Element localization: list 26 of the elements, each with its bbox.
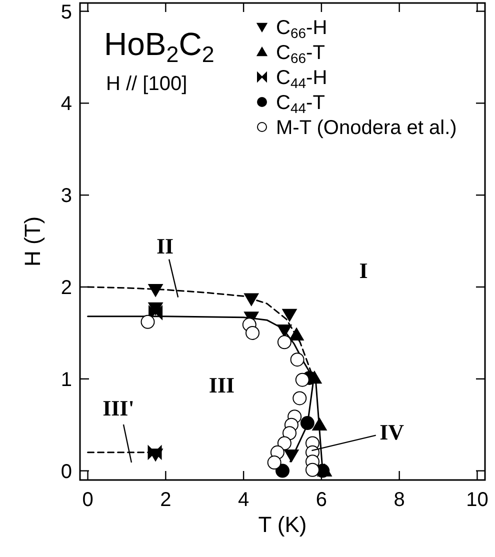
legend-label: C$_{66}$-H [276, 17, 328, 42]
x-axis-title: T (K) [258, 512, 307, 537]
legend-label: C$_{44}$-T [276, 92, 325, 116]
y-tick-label: 5 [60, 1, 72, 24]
x-tick-label: 2 [160, 489, 172, 511]
annotation: II [156, 233, 174, 258]
annotation: IV [380, 419, 404, 444]
x-tick-label: 8 [394, 489, 405, 511]
y-tick-label: 4 [60, 93, 72, 116]
y-tick-label: 0 [60, 460, 72, 483]
legend-label: C$_{44}$-H [276, 67, 328, 92]
x-tick-label: 0 [82, 489, 94, 511]
x-tick-label: 10 [466, 489, 488, 511]
y-tick-label: 2 [60, 276, 72, 299]
x-tick-label: 4 [238, 489, 250, 511]
annotation: III [208, 372, 235, 398]
text: H // [100] [106, 73, 188, 95]
text: HoB$_{2}$C$_{2}$ [104, 26, 214, 67]
annotation: III' [102, 395, 134, 420]
y-tick-label: 3 [60, 185, 72, 208]
x-tick-label: 6 [316, 489, 328, 511]
annotation: I [359, 258, 368, 284]
y-tick-label: 1 [60, 368, 72, 391]
y-axis-title: H (T) [20, 216, 45, 267]
legend-label: M-T (Onodera et al.) [276, 117, 457, 139]
legend-label: C$_{66}$-T [276, 42, 325, 66]
